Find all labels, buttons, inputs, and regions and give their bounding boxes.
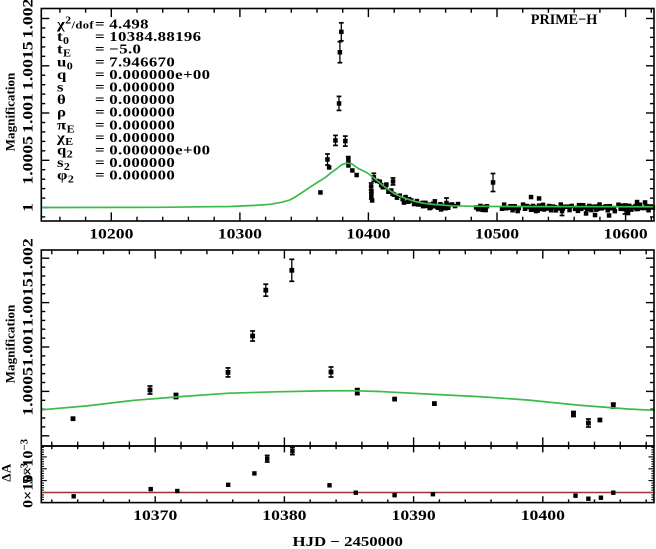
- svg-text:10400: 10400: [346, 225, 390, 242]
- svg-text:5×10−3: 5×10−3: [20, 439, 37, 484]
- svg-text:10300: 10300: [218, 225, 262, 242]
- svg-text:=: =: [95, 130, 105, 145]
- svg-text:χE: χE: [56, 130, 74, 147]
- svg-text:0.000000e+00: 0.000000e+00: [109, 143, 210, 158]
- svg-text:0.000000e+00: 0.000000e+00: [109, 67, 210, 82]
- svg-text:=: =: [95, 92, 105, 107]
- svg-text:s: s: [57, 80, 64, 95]
- svg-text:=: =: [95, 67, 105, 82]
- svg-text:1.002: 1.002: [19, 238, 36, 278]
- svg-text:θ: θ: [57, 92, 66, 107]
- svg-text:4.498: 4.498: [109, 17, 149, 32]
- svg-text:1.001: 1.001: [19, 327, 36, 367]
- svg-text:φ2: φ2: [57, 168, 74, 185]
- svg-text:Magnification: Magnification: [3, 304, 18, 383]
- svg-text:s2: s2: [57, 155, 70, 172]
- svg-text:=: =: [95, 55, 105, 70]
- svg-text:10500: 10500: [475, 225, 519, 242]
- svg-text:10200: 10200: [89, 225, 133, 242]
- svg-text:1.0015: 1.0015: [19, 41, 36, 90]
- svg-text:Magnification: Magnification: [3, 72, 18, 151]
- svg-text:t0: t0: [57, 29, 69, 46]
- svg-text:=: =: [95, 17, 105, 32]
- svg-text:χ2/dof: χ2/dof: [56, 15, 94, 32]
- svg-text:0.000000: 0.000000: [109, 118, 175, 133]
- svg-text:=: =: [95, 105, 105, 120]
- svg-text:=: =: [95, 80, 105, 95]
- svg-text:10400: 10400: [521, 506, 565, 523]
- svg-text:10600: 10600: [603, 225, 647, 242]
- svg-text:0.000000: 0.000000: [109, 105, 175, 120]
- svg-text:1.0005: 1.0005: [19, 136, 36, 185]
- svg-text:tE: tE: [57, 42, 71, 59]
- svg-text:=: =: [95, 118, 105, 133]
- svg-text:ΔA: ΔA: [0, 463, 14, 482]
- svg-text:PRIME−H: PRIME−H: [531, 12, 597, 28]
- svg-text:10390: 10390: [391, 506, 435, 523]
- svg-text:10380: 10380: [262, 506, 306, 523]
- svg-text:HJD − 2450000: HJD − 2450000: [293, 534, 404, 549]
- svg-text:0.000000: 0.000000: [109, 130, 175, 145]
- svg-text:0.000000: 0.000000: [109, 168, 175, 183]
- svg-text:1.002: 1.002: [19, 0, 36, 38]
- svg-text:u0: u0: [57, 55, 73, 72]
- svg-text:10370: 10370: [133, 506, 177, 523]
- svg-text:=: =: [95, 42, 105, 57]
- svg-text:q2: q2: [57, 143, 73, 160]
- svg-text:1.0005: 1.0005: [19, 367, 36, 416]
- svg-text:πE: πE: [57, 118, 75, 135]
- svg-text:=: =: [95, 155, 105, 170]
- svg-text:ρ: ρ: [57, 105, 66, 120]
- svg-text:0×10−3: 0×10−3: [20, 463, 37, 508]
- svg-text:=: =: [95, 168, 105, 183]
- svg-text:10384.88196: 10384.88196: [109, 29, 201, 44]
- svg-text:1: 1: [19, 203, 36, 212]
- svg-text:=: =: [95, 143, 105, 158]
- svg-text:=: =: [95, 29, 105, 44]
- svg-text:7.946670: 7.946670: [109, 55, 175, 70]
- svg-text:1.0015: 1.0015: [19, 278, 36, 327]
- svg-text:0.000000: 0.000000: [109, 80, 175, 95]
- svg-text:q: q: [57, 67, 67, 82]
- svg-text:0.000000: 0.000000: [109, 92, 175, 107]
- svg-text:0.000000: 0.000000: [109, 155, 175, 170]
- svg-text:1.001: 1.001: [19, 93, 36, 133]
- svg-text:−5.0: −5.0: [109, 42, 141, 57]
